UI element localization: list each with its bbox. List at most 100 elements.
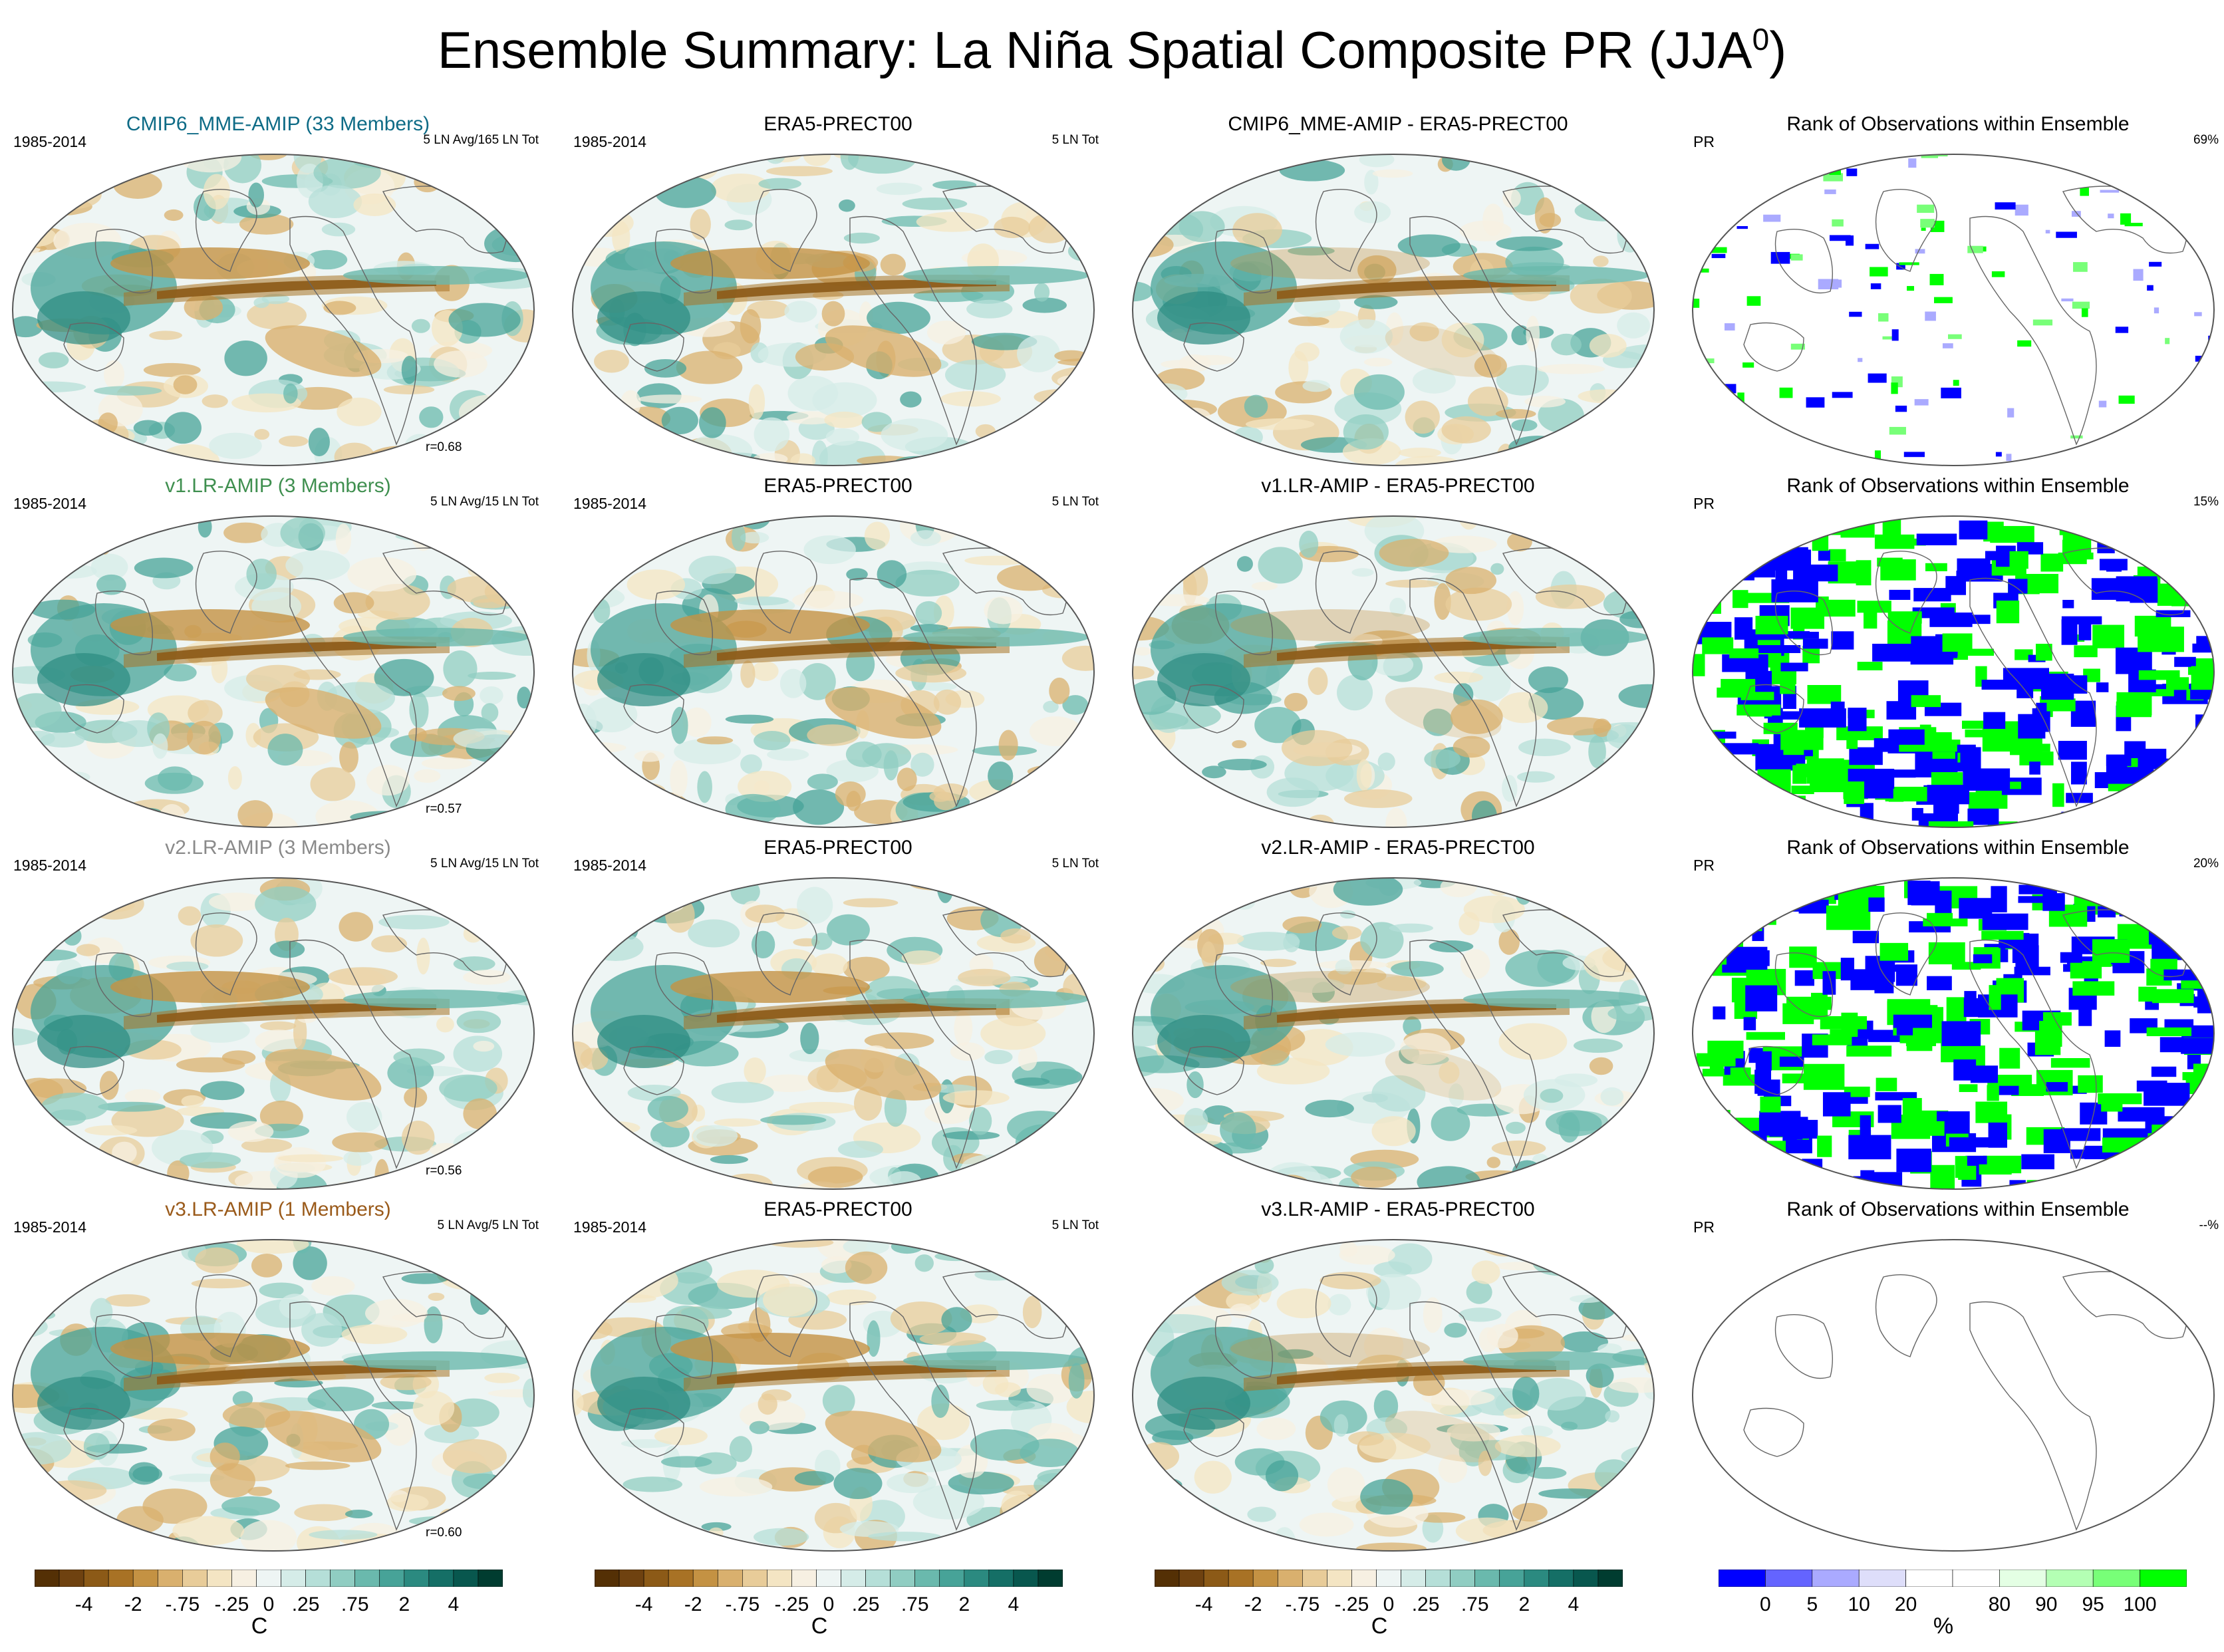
anomaly-cell <box>688 919 740 948</box>
anomaly-cell <box>200 1081 245 1101</box>
map-container <box>1131 513 1656 833</box>
rank-cell <box>1695 563 1712 574</box>
anomaly-cell <box>142 1488 208 1524</box>
anomaly-cell <box>934 516 948 529</box>
anomaly-cell <box>237 800 273 827</box>
rank-cell <box>1828 549 1846 562</box>
anomaly-cell <box>931 1385 950 1419</box>
anomaly-cell <box>811 953 848 977</box>
rank-cell <box>1746 908 1762 932</box>
anomaly-cell <box>593 599 611 624</box>
anomaly-cell <box>1055 771 1094 796</box>
anomaly-cell <box>1449 1083 1464 1107</box>
anomaly-cell <box>1201 941 1216 970</box>
anomaly-cell <box>1400 1033 1451 1065</box>
anomaly-cell <box>845 1251 888 1284</box>
anomaly-cell <box>1157 653 1250 706</box>
anomaly-cell <box>1157 1015 1250 1068</box>
rank-cell <box>1743 1017 1756 1031</box>
anomaly-cell <box>916 211 989 232</box>
rank-cell <box>1913 588 1951 602</box>
anomaly-cell <box>697 771 712 803</box>
anomaly-cell <box>1360 1478 1413 1515</box>
anomaly-cell <box>1230 971 1430 1003</box>
anomaly-cell <box>1607 516 1654 547</box>
anomaly-cell <box>1133 878 1168 889</box>
anomaly-cell <box>1281 730 1353 766</box>
correlation-label: r=0.68 <box>426 440 462 454</box>
panel-title: CMIP6_MME-AMIP - ERA5-PRECT00 <box>1228 113 1568 135</box>
anomaly-cell <box>39 1480 107 1501</box>
anomaly-cell <box>1133 415 1149 438</box>
rank-cell <box>2151 1066 2177 1077</box>
rank-cell <box>2072 301 2090 309</box>
anomaly-cell <box>1050 1290 1094 1313</box>
anomaly-cell <box>1357 255 1397 285</box>
rank-cell <box>1983 712 2006 729</box>
anomaly-cell <box>1506 591 1524 626</box>
anomaly-cell <box>573 378 589 407</box>
anomaly-cell <box>800 1022 819 1055</box>
anomaly-cell <box>958 968 1011 986</box>
colorbar-swatch <box>132 1569 158 1587</box>
anomaly-cell <box>1142 432 1167 449</box>
anomaly-cell <box>37 653 130 706</box>
anomaly-cell <box>807 724 859 746</box>
anomaly-cell <box>1210 1240 1231 1257</box>
anomaly-cell <box>468 565 483 577</box>
anomaly-cell <box>13 439 55 460</box>
colorbar-tick-label: 4 <box>1008 1593 1020 1615</box>
rank-cell <box>2061 298 2074 302</box>
map-border <box>12 154 535 466</box>
map-container <box>571 875 1096 1195</box>
rank-map <box>1692 154 2215 466</box>
anomaly-cell <box>1498 692 1548 724</box>
anomaly-cell <box>1447 1421 1500 1442</box>
anomaly-cell <box>1333 1414 1349 1437</box>
anomaly-cell <box>901 950 941 966</box>
anomaly-cell <box>1503 1407 1528 1419</box>
anomaly-cell <box>1014 881 1047 904</box>
anomaly-cell <box>711 1081 774 1103</box>
rank-cell <box>1755 615 1788 634</box>
anomaly-cell <box>517 686 531 709</box>
anomaly-cell <box>749 1421 769 1435</box>
rank-cell <box>1763 903 1776 925</box>
rank-cell <box>2213 1089 2214 1106</box>
panel-left-label: 1985-2014 <box>573 1218 646 1236</box>
anomaly-cell <box>246 559 277 590</box>
coastline <box>1875 550 1937 634</box>
precip-anomaly-map <box>572 1239 1095 1552</box>
anomaly-cell <box>1283 933 1300 952</box>
anomaly-cell <box>143 362 201 377</box>
anomaly-cell <box>980 1017 1046 1050</box>
panel-r1-c3: CMIP6_MME-AMIP - ERA5-PRECT00 <box>1120 101 1676 466</box>
anomaly-cell <box>1614 1488 1654 1505</box>
anomaly-cell <box>597 653 690 706</box>
rank-cell <box>2147 285 2154 291</box>
anomaly-cell <box>259 1100 303 1131</box>
rank-cell <box>2164 516 2191 541</box>
anomaly-cell <box>1597 187 1654 224</box>
anomaly-cell <box>1379 539 1449 567</box>
map-border <box>572 515 1095 828</box>
colorbar-swatch <box>1425 1569 1451 1587</box>
anomaly-cell <box>1450 699 1503 734</box>
anomaly-cell <box>998 730 1018 761</box>
panel-title: v1.LR-AMIP - ERA5-PRECT00 <box>1261 475 1535 497</box>
anomaly-cell <box>674 738 742 765</box>
panel-right-label: 20% <box>2193 857 2219 871</box>
anomaly-cell <box>14 1131 63 1159</box>
anomaly-cell <box>464 791 525 805</box>
rank-cell <box>2060 952 2082 963</box>
colorbar-tick-label: .25 <box>291 1593 320 1615</box>
rank-cell <box>2092 624 2125 648</box>
colorbar-swatch <box>1038 1569 1063 1587</box>
anomaly-cell <box>759 1074 819 1093</box>
map-container <box>11 1237 536 1557</box>
anomaly-cell <box>1351 1167 1397 1188</box>
rank-cell <box>2060 1128 2101 1141</box>
anomaly-cell <box>974 1268 1018 1281</box>
anomaly-cell <box>371 1401 424 1410</box>
rank-cell <box>1703 557 1743 574</box>
